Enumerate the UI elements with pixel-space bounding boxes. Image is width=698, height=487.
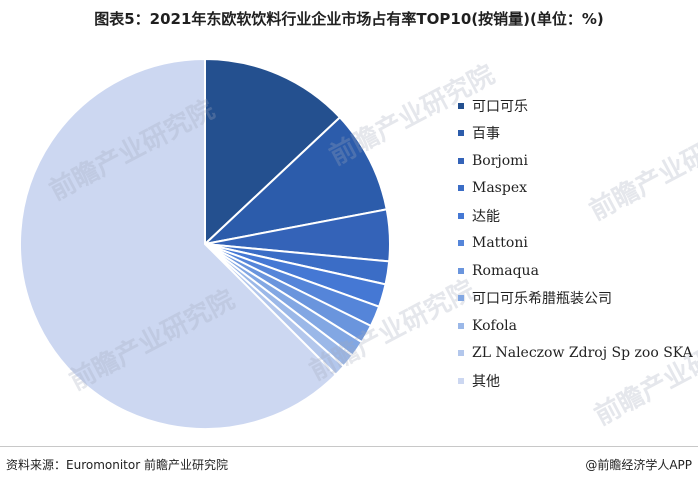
legend-label: Mattoni (472, 235, 528, 252)
legend-swatch (458, 157, 464, 164)
legend-swatch (458, 240, 464, 247)
legend-label: Kofola (472, 317, 517, 334)
legend-item: Mattoni (458, 230, 693, 258)
legend-item: 可口可乐希腊瓶装公司 (458, 285, 693, 313)
legend-item: 达能 (458, 202, 693, 230)
legend-swatch (458, 377, 464, 384)
source-note: 资料来源：Euromonitor 前瞻产业研究院 (6, 458, 228, 472)
legend-label: 达能 (472, 208, 500, 225)
legend-item: Borjomi (458, 147, 693, 175)
legend-swatch (458, 295, 464, 302)
legend-item: 百事 (458, 120, 693, 148)
legend-item: 可口可乐 (458, 92, 693, 120)
legend-swatch (458, 350, 464, 357)
legend-item: ZL Naleczow Zdroj Sp zoo SKA (458, 340, 693, 368)
legend-label: ZL Naleczow Zdroj Sp zoo SKA (472, 345, 693, 362)
legend-item: Kofola (458, 312, 693, 340)
legend-label: Romaqua (472, 262, 539, 279)
legend-label: 百事 (472, 126, 500, 143)
legend-swatch (458, 185, 464, 192)
legend-label: 可口可乐 (472, 98, 528, 115)
pie-slice (204, 57, 342, 247)
pie-slice (18, 57, 338, 430)
legend-item: Romaqua (458, 257, 693, 285)
legend-swatch (458, 322, 464, 329)
legend-item: Maspex (458, 175, 693, 203)
legend-swatch (458, 267, 464, 274)
legend-label: Borjomi (472, 152, 528, 169)
legend-item: 其他 (458, 367, 693, 395)
pie-slice (201, 115, 388, 246)
legend-label: 其他 (472, 373, 500, 390)
footer-divider (0, 446, 698, 447)
legend: 可口可乐百事 Borjomi Maspex 达能 Mattoni Romaqua 可口可乐希… (458, 92, 693, 395)
chart-title: 图表5：2021年东欧软饮料行业企业市场占有率TOP10(按销量)(单位：%) (94, 10, 604, 28)
legend-label: Maspex (472, 180, 528, 197)
legend-swatch (458, 130, 464, 137)
legend-swatch (458, 212, 464, 219)
legend-swatch (458, 102, 464, 109)
credit-note: @前瞻经济学人APP (585, 458, 692, 472)
legend-label: 可口可乐希腊瓶装公司 (472, 291, 612, 308)
